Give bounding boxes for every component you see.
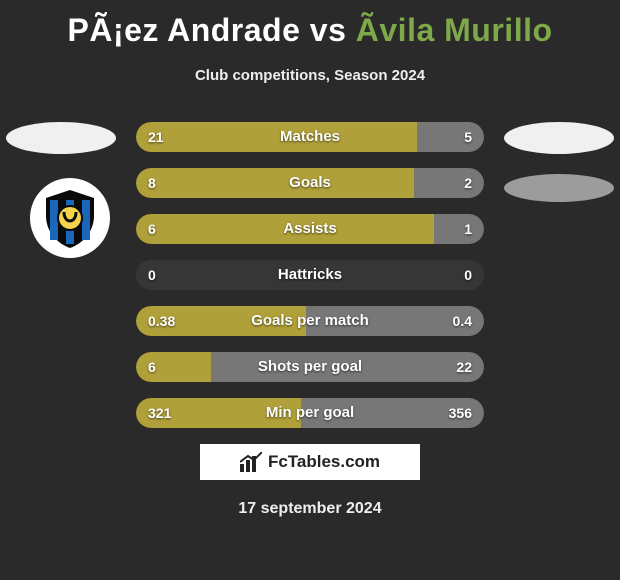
stat-row: Goals82 [136,168,484,198]
stat-row: Goals per match0.380.4 [136,306,484,336]
stat-bar-left [136,168,414,198]
shield-icon [38,186,102,250]
stat-bar-right [211,352,484,382]
stat-bar-right [414,168,484,198]
stats-container: Matches215 Goals82 Assists61 Hattricks0 0 Goa… [136,122,484,444]
player1-placeholder-oval [6,122,116,154]
subtitle: Club competitions, Season 2024 [0,67,620,84]
player1-club-badge [30,178,110,258]
stat-bar-left [136,122,417,152]
chart-icon [240,452,262,472]
vs-text: vs [310,12,347,48]
stat-value-left: 0 [148,260,156,290]
stat-label: Hattricks [136,260,484,290]
stat-row: Min per goal321356 [136,398,484,428]
stat-bar-right [301,398,484,428]
stat-row: Matches215 [136,122,484,152]
stat-row: Assists61 [136,214,484,244]
player2-placeholder-oval [504,122,614,154]
stat-bar-left [136,352,211,382]
stat-row: Hattricks0 0 [136,260,484,290]
stat-value-right: 0 [464,260,472,290]
page-title: PÃ¡ez Andrade vs Ãvila Murillo [0,0,620,49]
stat-bar-left [136,214,434,244]
source-logo: FcTables.com [200,444,420,480]
stat-bar-right [417,122,484,152]
player2-club-placeholder-oval [504,174,614,202]
date-label: 17 september 2024 [0,500,620,518]
stat-row: Shots per goal622 [136,352,484,382]
player1-name: PÃ¡ez Andrade [67,12,300,48]
stat-bar-right [434,214,484,244]
stat-bar-left [136,398,301,428]
source-logo-label: FcTables.com [268,452,380,472]
player2-name: Ãvila Murillo [356,12,553,48]
stat-bar-right [306,306,484,336]
stat-bar-left [136,306,306,336]
